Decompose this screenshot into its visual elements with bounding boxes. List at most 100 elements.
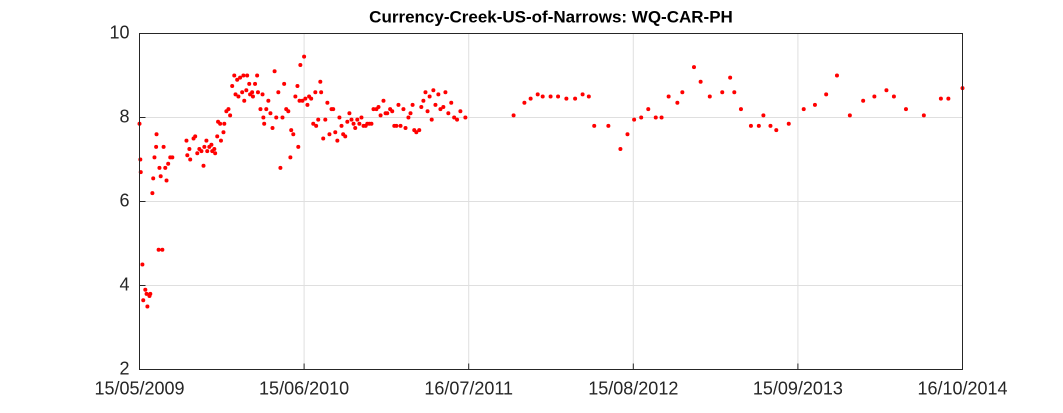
point [232,73,237,78]
point [164,178,169,183]
point [156,247,161,252]
y-tick-label: 8 [119,106,129,126]
point [639,115,644,120]
point [427,94,432,99]
point [333,130,338,135]
point [433,102,438,107]
y-tick-label: 6 [119,190,129,210]
point [255,90,260,95]
point [226,107,231,112]
point [161,144,166,149]
point [369,121,374,126]
point [528,96,533,101]
point [253,81,258,86]
point [140,262,145,267]
point [143,287,148,292]
point [241,73,246,78]
point [319,90,324,95]
point [449,100,454,105]
point [385,111,390,116]
point [255,73,260,78]
point [228,113,233,118]
point [680,90,685,95]
point [266,98,271,103]
y-tick-label: 10 [109,22,129,42]
point [250,90,255,95]
x-tick-label: 16/10/2014 [917,378,1007,398]
point [343,134,348,139]
point [296,144,301,149]
point [463,115,468,120]
point [408,111,413,116]
point [347,111,352,116]
point [355,117,360,122]
point [288,155,293,160]
point [423,90,428,95]
point [213,151,218,156]
point [359,115,364,120]
point [262,121,267,126]
point [163,165,168,170]
y-tick-label: 2 [119,358,129,378]
x-tick-label: 15/06/2010 [259,378,349,398]
point [580,92,585,97]
point [446,111,451,116]
point [381,98,386,103]
point [946,96,951,101]
point [245,73,250,78]
x-tick-label: 16/07/2011 [424,378,513,398]
point [202,144,207,149]
point [184,138,189,143]
point [295,84,300,88]
point [403,126,408,130]
point [540,94,545,99]
point [274,115,279,120]
point [145,304,150,309]
marks [137,54,965,309]
point [170,155,175,160]
point [720,90,725,95]
point [921,113,926,118]
point [738,107,743,112]
point [625,132,630,137]
point [801,107,806,112]
point [235,77,240,82]
point [150,191,155,196]
point [233,92,238,97]
point [786,121,791,126]
point [728,75,733,80]
chart-title: Currency-Creek-US-of-Narrows: WQ-CAR-PH [369,7,733,26]
point [335,138,340,143]
point [632,117,637,122]
point [378,113,383,118]
point [193,134,198,139]
point [903,107,908,112]
point [313,90,318,95]
point [185,153,190,158]
point [268,111,273,116]
point [406,115,411,120]
point [564,96,569,101]
point [244,88,249,93]
point [774,128,779,133]
point [205,149,210,154]
point [429,117,434,122]
point [371,107,376,112]
point [455,117,460,122]
point [548,94,553,99]
y-tick-label: 4 [119,274,129,294]
point [691,65,696,70]
point [260,92,265,97]
point [318,79,323,84]
point [349,117,354,122]
point [151,176,156,181]
point [154,132,159,137]
point [351,121,356,126]
point [417,128,422,133]
point [166,161,171,166]
point [204,138,209,143]
point [653,115,658,120]
point [138,157,143,162]
point [353,126,358,130]
